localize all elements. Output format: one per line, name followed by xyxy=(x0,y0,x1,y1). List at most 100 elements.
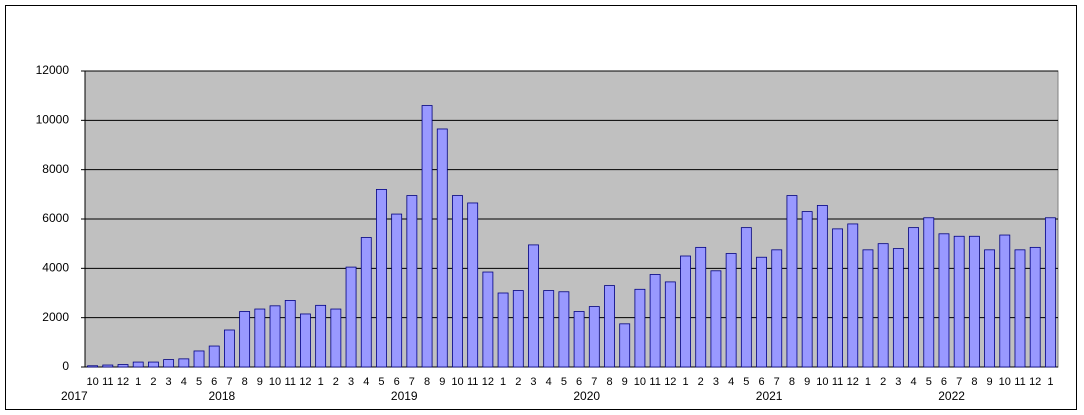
bar xyxy=(953,235,965,368)
y-tick-label: 12000 xyxy=(36,63,70,77)
y-tick-label: 4000 xyxy=(42,261,69,275)
x-tick-label: 4 xyxy=(181,376,187,388)
x-tick-label: 11 xyxy=(832,376,843,388)
x-tick-label: 5 xyxy=(926,376,932,388)
x-tick-label: 7 xyxy=(409,376,415,388)
bar xyxy=(832,228,843,368)
bar xyxy=(892,248,904,368)
bar xyxy=(923,217,935,368)
bar xyxy=(345,266,357,368)
bar xyxy=(452,195,463,368)
x-tick-label: 8 xyxy=(606,376,612,388)
x-tick-label: 8 xyxy=(789,376,795,388)
bar xyxy=(968,235,980,368)
y-tick-label: 10000 xyxy=(36,113,70,127)
bar xyxy=(619,323,631,368)
bar xyxy=(330,308,342,368)
bar xyxy=(497,292,509,368)
x-tick-label: 3 xyxy=(166,376,172,388)
bar xyxy=(512,290,524,368)
x-tick-label: 8 xyxy=(242,376,248,388)
x-tick-label: 4 xyxy=(728,376,734,388)
bar xyxy=(254,308,266,368)
x-tick-label: 4 xyxy=(546,376,552,388)
bar xyxy=(147,361,159,368)
bar xyxy=(376,188,387,368)
x-tick-label: 6 xyxy=(394,376,400,388)
x-tick-label: 7 xyxy=(226,376,232,388)
x-tick-label: 3 xyxy=(530,376,536,388)
x-tick-label: 6 xyxy=(941,376,947,388)
x-tick-label: 2 xyxy=(515,376,521,388)
y-tick-label: 2000 xyxy=(42,310,69,324)
bar xyxy=(208,345,220,368)
bar xyxy=(360,237,372,368)
bar xyxy=(877,243,889,368)
bar xyxy=(999,234,1011,368)
bar xyxy=(482,271,494,368)
bar xyxy=(938,233,950,368)
bar xyxy=(588,306,600,368)
x-tick-label: 5 xyxy=(196,376,202,388)
x-tick-label: 11 xyxy=(102,376,113,388)
x-tick-label: 12 xyxy=(117,376,129,388)
x-tick-label: 11 xyxy=(467,376,478,388)
bar xyxy=(102,364,114,368)
bar xyxy=(193,350,205,368)
bar xyxy=(847,223,859,368)
bar xyxy=(801,211,813,368)
bar xyxy=(740,227,752,368)
x-tick-label: 1 xyxy=(682,376,688,388)
x-tick-label: 1 xyxy=(500,376,506,388)
x-tick-label: 6 xyxy=(576,376,582,388)
y-tick-label: 0 xyxy=(62,359,69,373)
x-tick-label: 10 xyxy=(999,376,1011,388)
x-tick-label: 1 xyxy=(135,376,141,388)
x-tick-label: 2 xyxy=(698,376,704,388)
bar xyxy=(558,291,570,368)
x-tick-label: 5 xyxy=(561,376,567,388)
x-tick-label: 10 xyxy=(86,376,98,388)
bar xyxy=(117,364,129,368)
bar xyxy=(315,304,327,368)
bar xyxy=(680,255,691,368)
bar xyxy=(862,249,874,368)
x-group-label: 2022 xyxy=(938,389,965,403)
bar xyxy=(406,195,418,368)
bar xyxy=(300,313,311,368)
bar xyxy=(1044,217,1056,368)
x-tick-label: 10 xyxy=(634,376,646,388)
x-tick-label: 4 xyxy=(911,376,917,388)
x-tick-label: 10 xyxy=(269,376,281,388)
x-tick-label: 9 xyxy=(257,376,263,388)
y-tick-label: 6000 xyxy=(42,211,69,225)
x-tick-label: 11 xyxy=(285,376,296,388)
x-tick-label: 7 xyxy=(956,376,962,388)
x-group-label: 2021 xyxy=(756,389,783,403)
bar xyxy=(725,253,737,368)
bar xyxy=(224,329,235,368)
bar xyxy=(664,281,676,368)
x-tick-label: 12 xyxy=(664,376,676,388)
bar xyxy=(1014,249,1026,368)
bar xyxy=(908,227,919,368)
bar xyxy=(239,311,251,368)
x-group-label: 2019 xyxy=(391,389,418,403)
x-tick-label: 5 xyxy=(378,376,384,388)
x-tick-label: 7 xyxy=(591,376,597,388)
x-tick-label: 9 xyxy=(804,376,810,388)
x-tick-label: 10 xyxy=(816,376,828,388)
x-tick-label: 3 xyxy=(895,376,901,388)
x-tick-label: 10 xyxy=(451,376,463,388)
x-tick-label: 3 xyxy=(713,376,719,388)
x-tick-label: 1 xyxy=(1047,376,1053,388)
x-tick-label: 3 xyxy=(348,376,354,388)
bar xyxy=(284,299,296,368)
y-tick-label: 8000 xyxy=(42,162,69,176)
x-tick-label: 12 xyxy=(299,376,311,388)
bar xyxy=(984,249,996,368)
bar xyxy=(816,205,828,368)
bar xyxy=(710,270,722,368)
bar xyxy=(573,311,585,368)
